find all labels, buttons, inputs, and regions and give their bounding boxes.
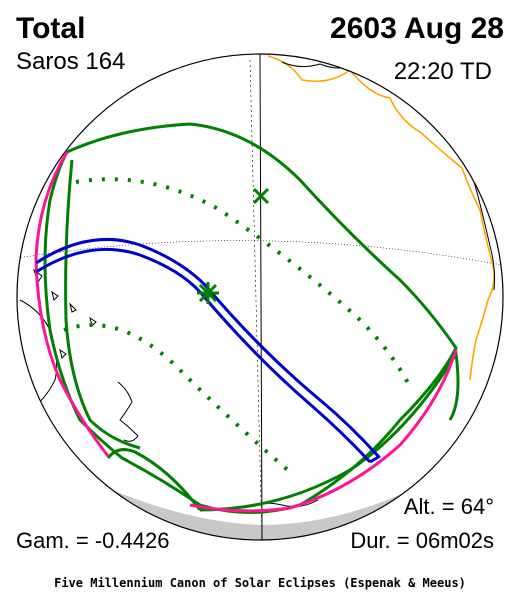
pacific-islands: [33, 268, 97, 359]
eclipse-date: 2603 Aug 28: [330, 12, 504, 45]
gamma-readout: Gam. = -0.4426: [16, 528, 170, 553]
x-marker-icon: [252, 187, 270, 205]
eclipse-time: 22:20 TD: [393, 58, 492, 85]
northern-limit-dotted: [75, 177, 410, 384]
central-path-north: [35, 238, 380, 458]
globe-outline: [16, 53, 504, 541]
central-meridian: [259, 54, 263, 540]
penumbral-inner-west: [64, 159, 141, 450]
rise-set-curve-east: [189, 349, 458, 513]
southern-limit-dotted: [63, 323, 292, 474]
rise-set-curve-west: [34, 151, 110, 457]
meridian-dotted: [249, 59, 263, 540]
central-path-end: [369, 454, 381, 464]
coastline-new-zealand: [117, 381, 139, 442]
eclipse-type: Total: [16, 12, 86, 45]
saros-number: Saros 164: [16, 48, 126, 75]
duration-readout: Dur. = 06m02s: [350, 528, 494, 553]
globe-disk: [17, 54, 503, 540]
coastline-americas: [267, 55, 496, 381]
penumbral-south: [199, 349, 460, 512]
coastline-alaska: [349, 57, 421, 71]
star-marker-icon: [197, 282, 219, 304]
footer-credit: Five Millennium Canon of Solar Eclipses …: [54, 576, 466, 590]
altitude-readout: Alt. = 64°: [403, 494, 494, 519]
penumbral-southwest: [106, 448, 202, 511]
penumbral-limit: [43, 122, 458, 514]
